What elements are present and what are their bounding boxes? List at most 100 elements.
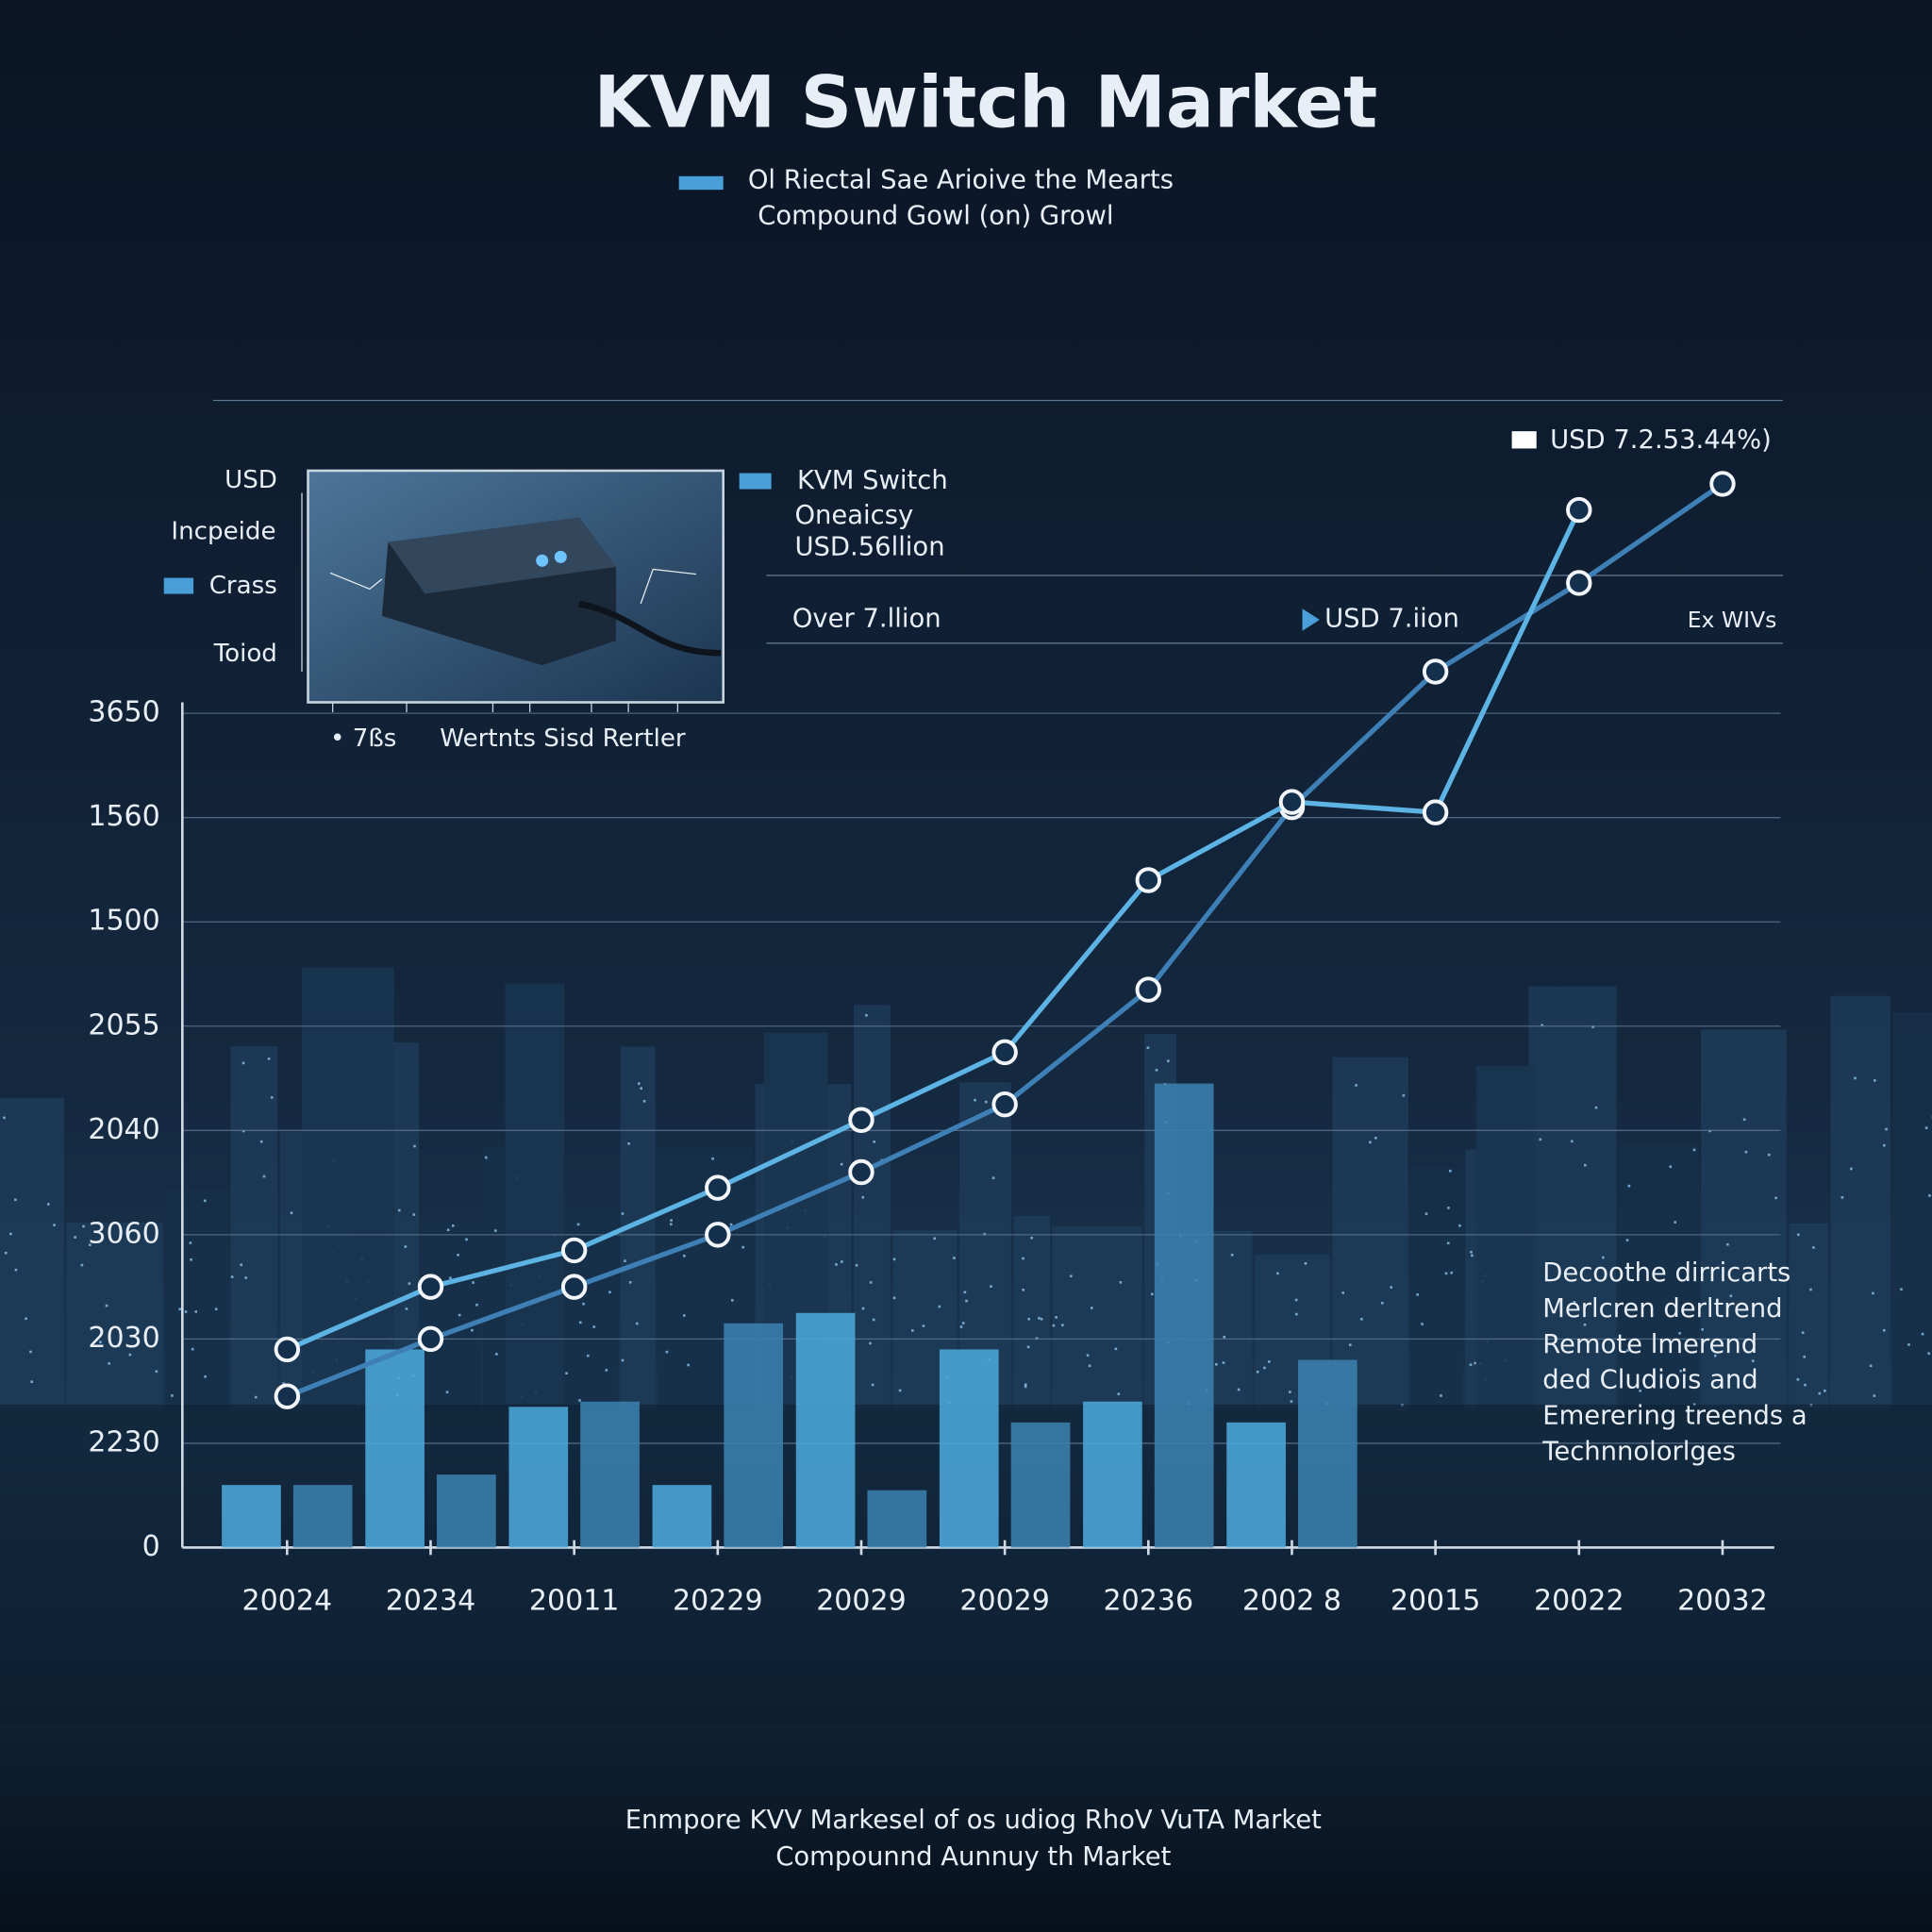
window-light [1294,1298,1298,1302]
building [66,1222,163,1411]
window-light [933,1237,936,1241]
x-tick-label: 20022 [1534,1584,1624,1617]
window-light [1348,1343,1352,1346]
inset [307,469,724,704]
window-light [1119,1281,1123,1284]
window-light [1569,1376,1573,1380]
window-light [1767,1153,1771,1157]
window-light [191,1347,194,1351]
window-light [29,1350,32,1354]
window-light [974,1098,976,1102]
window-light [1090,1307,1093,1309]
window-light [244,1276,247,1279]
building [853,1005,891,1411]
building [1789,1223,1828,1411]
window-light [1882,1328,1886,1332]
window-light [214,1307,218,1310]
window-light [1390,1286,1393,1289]
window-light [683,1254,686,1257]
window-light [665,1350,669,1354]
annotation: USD 7.2.53.44%) [1550,425,1772,455]
window-light [1882,1143,1886,1147]
window-light [1471,1254,1474,1257]
building [1410,1167,1463,1411]
window-light [108,1362,110,1365]
window-light [1874,1079,1876,1082]
line-marker [848,1107,874,1133]
window-light [938,1305,941,1308]
line-marker [1709,471,1736,497]
window-light [592,1325,596,1328]
bar [580,1401,640,1548]
window-light [1539,1138,1542,1141]
window-light [457,1253,459,1257]
window-light [953,1257,956,1259]
window-light [1594,1106,1598,1109]
window-light [128,1353,132,1357]
window-light [1026,1345,1030,1349]
line-marker [274,1336,301,1363]
window-light [242,1129,245,1133]
line-marker [1135,976,1162,1003]
window-light [1374,1136,1377,1140]
window-light [1818,1391,1822,1395]
line-marker [1278,789,1306,815]
window-light [458,1313,461,1317]
window-light [741,1245,744,1249]
window-light [984,1100,988,1104]
x-tick-label: 20029 [816,1584,907,1617]
bar [1154,1083,1214,1548]
building [1332,1057,1408,1411]
line-marker [417,1274,444,1300]
window-light [290,1211,293,1215]
window-light [1369,1141,1372,1144]
window-light [1796,1378,1800,1381]
bar [292,1485,353,1548]
window-light [53,1224,56,1226]
window-light [189,1241,192,1244]
window-light [1692,1403,1696,1407]
window-light [171,1394,174,1397]
window-light [1809,1288,1812,1291]
building [0,1097,64,1411]
window-light [74,1236,76,1239]
note-line: Emerering treends a [1542,1402,1807,1431]
building [421,1223,481,1411]
window-light [1024,1385,1027,1389]
window-light [282,1382,286,1385]
window-light [1692,1148,1696,1152]
window-light [412,1213,416,1216]
window-light [242,1061,245,1065]
window-light [1571,1140,1574,1143]
window-light [1742,1118,1746,1121]
window-light [1030,1236,1034,1240]
line-marker [274,1383,301,1409]
building [1892,1012,1932,1411]
window-light [1290,1400,1293,1403]
legend-swatch [678,175,724,191]
window-light [1907,1343,1910,1346]
window-light [1474,1361,1477,1365]
line-marker [991,1039,1018,1066]
window-light [1256,1370,1259,1374]
window-light [865,1013,868,1017]
window-light [1069,1274,1073,1278]
window-light [1625,1239,1629,1241]
window-light [413,1144,416,1148]
window-light [1900,1288,1903,1291]
window-light [1713,1354,1717,1357]
pointer [640,568,697,605]
window-light [586,1354,590,1357]
window-light [259,1140,263,1143]
window-light [840,1162,843,1166]
window-light [1230,1253,1234,1257]
x-tick-label: 20011 [529,1584,620,1617]
window-light [640,1087,643,1091]
window-light [1625,1349,1629,1353]
building [230,1046,278,1411]
window-light [1448,1169,1452,1173]
window-light [105,1304,108,1307]
device-led [554,550,567,563]
bar [1083,1401,1142,1548]
window-light [578,1399,581,1402]
